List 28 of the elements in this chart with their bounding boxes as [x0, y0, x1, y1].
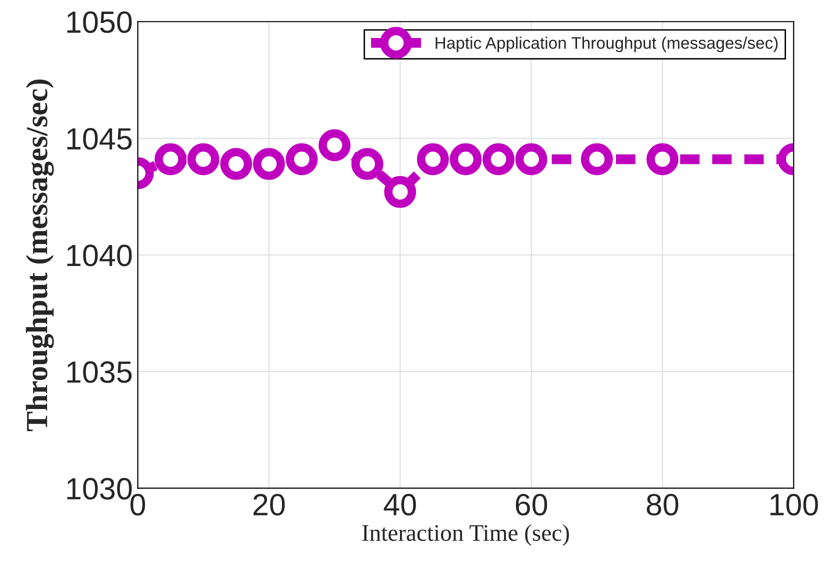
point	[384, 176, 416, 208]
point	[187, 143, 220, 176]
point	[351, 148, 384, 180]
x-tick-label: 80	[646, 494, 678, 516]
y-axis-title: Throughput (messages/sec)	[26, 80, 54, 432]
y-tick-label: 1030	[67, 478, 132, 500]
x-tick-label: 40	[384, 494, 416, 516]
legend-label: Haptic Application Throughput (messages/sec)	[436, 36, 778, 52]
point	[154, 143, 187, 176]
point	[220, 148, 252, 180]
point	[252, 148, 285, 180]
point	[318, 129, 351, 162]
point	[416, 143, 449, 176]
y-tick-label: 1045	[67, 128, 132, 150]
x-tick-label: 0	[130, 494, 146, 516]
point	[482, 143, 514, 176]
x-tick-label: 60	[516, 494, 548, 516]
x-axis-title: Interaction Time (sec)	[362, 524, 569, 546]
y-tick-label: 1050	[67, 11, 132, 33]
y-tick-label: 1040	[67, 244, 132, 266]
point	[515, 143, 548, 176]
point	[580, 143, 613, 176]
x-tick-label: 100	[770, 494, 818, 516]
point	[646, 143, 678, 176]
point	[286, 143, 318, 176]
x-tick-label: 20	[253, 494, 285, 516]
point	[450, 143, 482, 176]
y-tick-label: 1035	[67, 361, 132, 383]
